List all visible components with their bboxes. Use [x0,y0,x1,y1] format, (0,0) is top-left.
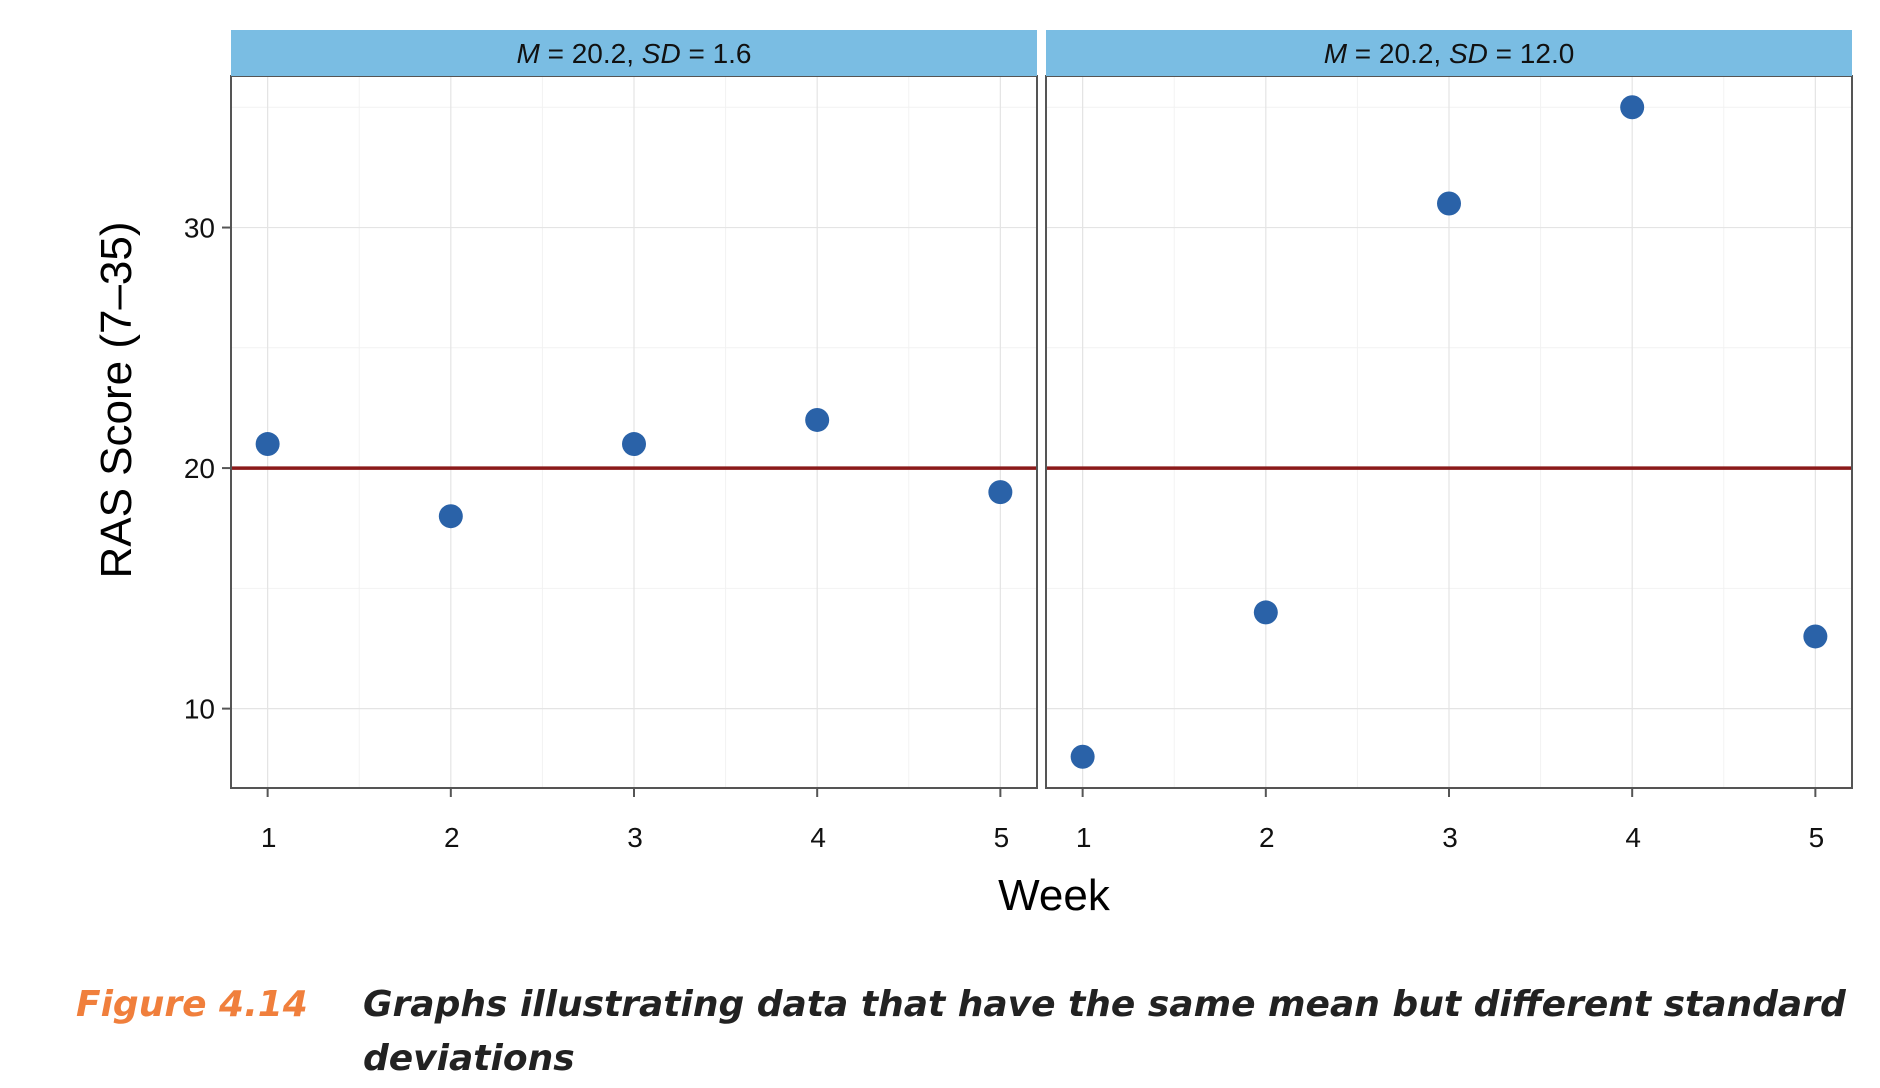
data-point [622,432,646,457]
data-point [1620,95,1645,120]
data-point [1803,624,1828,649]
data-point [1437,191,1461,216]
y-tick-label: 30 [184,213,215,244]
panel-2: M = 20.2, SD = 12.0 1 2 3 4 5 [1045,30,1853,853]
y-tick-label: 10 [184,694,215,725]
figure-label: Figure 4.14 [76,984,308,1025]
x-tick-label: 5 [1809,822,1825,853]
facet-strip-label: M = 20.2, SD = 12.0 [1324,38,1575,69]
y-axis-title: RAS Score (7–35) [92,221,141,578]
data-point [1253,600,1278,625]
data-point [438,504,463,529]
facet-strip-label: M = 20.2, SD = 1.6 [516,38,751,69]
x-tick-label: 5 [994,822,1010,853]
x-tick-label: 4 [810,822,826,853]
x-tick-label: 2 [1259,822,1275,853]
data-point [1070,744,1095,769]
x-axis-title: Week [998,871,1111,920]
x-tick-label: 4 [1625,822,1641,853]
y-tick-label: 20 [184,453,215,484]
figure-caption-text: Graphs illustrating data that have the s… [363,984,1846,1079]
x-tick-label: 1 [1076,822,1092,853]
x-tick-label: 1 [261,822,277,853]
x-tick-label: 3 [627,822,643,853]
x-tick-label: 3 [1442,822,1458,853]
facet-strip [1046,30,1852,76]
panel-1: M = 20.2, SD = 1.6 1 2 3 4 5 [230,30,1038,853]
faceted-scatter-chart: M = 20.2, SD = 1.61 2 3 4 5M = 20.2, SD = 12… [92,30,1853,920]
facet-strip [231,30,1037,76]
data-point [988,480,1013,505]
data-point [805,407,830,432]
x-tick-label: 2 [444,822,460,853]
data-point [255,432,280,457]
